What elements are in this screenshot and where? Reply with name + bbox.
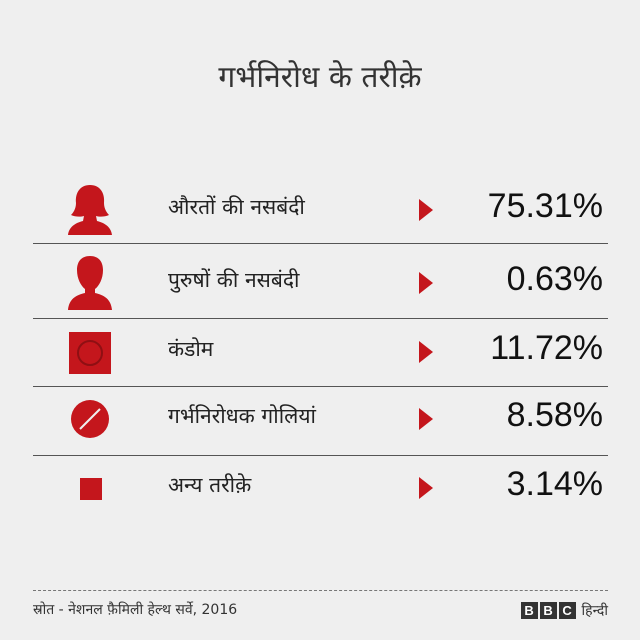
row-divider xyxy=(33,386,608,387)
icon xyxy=(55,384,125,454)
row-label: कंडोम xyxy=(168,337,214,361)
arrow xyxy=(416,339,436,365)
row-divider xyxy=(33,455,608,456)
logo-text: हिन्दी xyxy=(581,603,608,619)
icon xyxy=(55,317,125,387)
arrow xyxy=(416,475,436,501)
row: औरतों की नसबंदी 75.31% xyxy=(0,175,640,245)
row-label: औरतों की नसबंदी xyxy=(168,195,305,219)
logo-letter: B xyxy=(539,602,557,619)
row-value: 75.31% xyxy=(487,187,603,225)
footer-divider xyxy=(33,590,608,591)
row-value: 3.14% xyxy=(506,465,603,503)
arrow xyxy=(416,406,436,432)
arrow xyxy=(416,197,436,223)
row-label: गर्भनिरोधक गोलियां xyxy=(168,404,316,428)
icon xyxy=(55,175,125,245)
row: गर्भनिरोधक गोलियां 8.58% xyxy=(0,384,640,454)
row: पुरुषों की नसबंदी 0.63% xyxy=(0,248,640,318)
row: अन्य तरीक़े 3.14% xyxy=(0,453,640,523)
row-divider xyxy=(33,318,608,319)
row: कंडोम 11.72% xyxy=(0,317,640,387)
logo: B B C हिन्दी xyxy=(520,601,608,620)
icon xyxy=(55,248,125,318)
row-label: अन्य तरीक़े xyxy=(168,473,252,497)
row-value: 0.63% xyxy=(506,260,603,298)
row-label: पुरुषों की नसबंदी xyxy=(168,268,300,292)
title: गर्भनिरोध के तरीक़े xyxy=(218,60,422,95)
source: स्रोत - नेशनल फ़ैमिली हेल्थ सर्वे, 2016 xyxy=(33,602,238,618)
arrow xyxy=(416,270,436,296)
logo-letter: B xyxy=(520,602,538,619)
logo-letter: C xyxy=(558,602,576,619)
row-value: 8.58% xyxy=(506,396,603,434)
row-divider xyxy=(33,243,608,244)
icon xyxy=(55,453,125,523)
row-value: 11.72% xyxy=(490,329,603,367)
